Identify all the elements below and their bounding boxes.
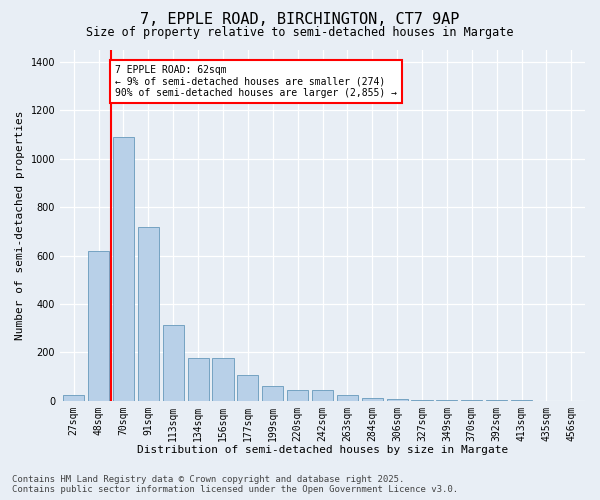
Bar — [163, 324, 184, 400]
Bar — [138, 226, 159, 400]
Text: 7 EPPLE ROAD: 62sqm
← 9% of semi-detached houses are smaller (274)
90% of semi-d: 7 EPPLE ROAD: 62sqm ← 9% of semi-detache… — [115, 64, 397, 98]
X-axis label: Distribution of semi-detached houses by size in Margate: Distribution of semi-detached houses by … — [137, 445, 508, 455]
Bar — [337, 396, 358, 400]
Y-axis label: Number of semi-detached properties: Number of semi-detached properties — [15, 110, 25, 340]
Bar — [113, 137, 134, 400]
Bar — [287, 390, 308, 400]
Text: 7, EPPLE ROAD, BIRCHINGTON, CT7 9AP: 7, EPPLE ROAD, BIRCHINGTON, CT7 9AP — [140, 12, 460, 28]
Bar — [262, 386, 283, 400]
Text: Contains HM Land Registry data © Crown copyright and database right 2025.
Contai: Contains HM Land Registry data © Crown c… — [12, 474, 458, 494]
Bar — [312, 390, 333, 400]
Bar — [188, 358, 209, 401]
Bar — [386, 399, 408, 400]
Bar — [362, 398, 383, 400]
Bar — [212, 358, 233, 401]
Text: Size of property relative to semi-detached houses in Margate: Size of property relative to semi-detach… — [86, 26, 514, 39]
Bar — [88, 251, 109, 400]
Bar — [63, 396, 84, 400]
Bar — [238, 376, 259, 400]
